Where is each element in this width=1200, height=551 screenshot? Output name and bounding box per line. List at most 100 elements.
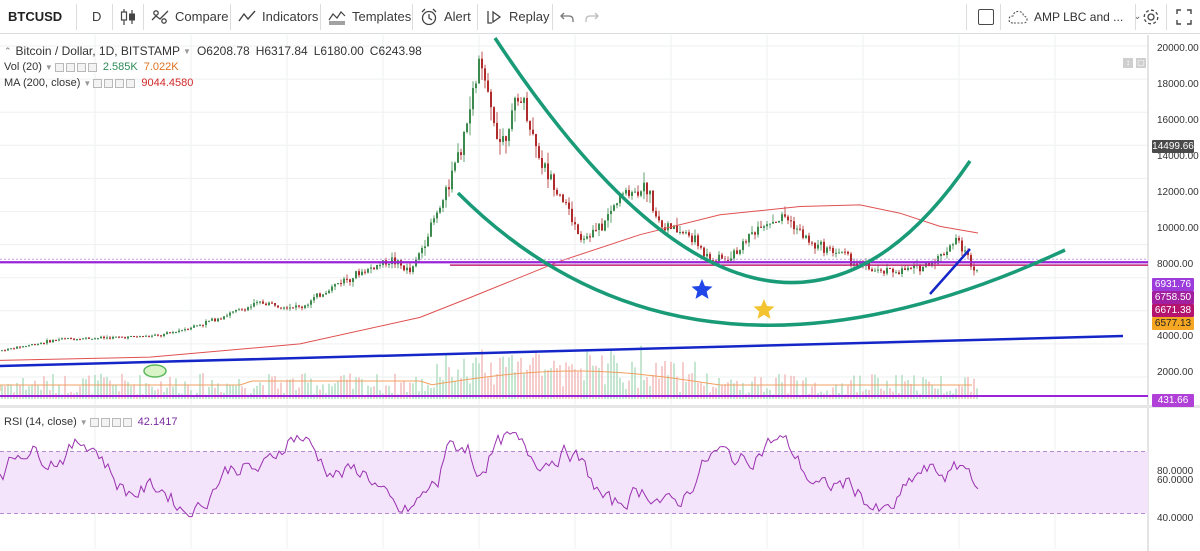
candle-body [202, 324, 204, 326]
volume-bar [256, 385, 258, 399]
candle-body [577, 224, 579, 235]
rsi-band [0, 451, 1148, 514]
compare-button[interactable]: Compare [151, 0, 228, 33]
volume-bar [961, 386, 963, 399]
volume-bar [781, 382, 783, 399]
eye-icon[interactable] [93, 78, 103, 88]
volume-bar [115, 384, 117, 399]
chevron-down-icon[interactable]: ▼ [183, 46, 191, 56]
candle-body [622, 193, 624, 195]
close-icon[interactable] [87, 62, 97, 72]
volume-bar [373, 386, 375, 399]
divider [112, 4, 113, 30]
volume-bar [529, 364, 531, 399]
volume-bar [967, 376, 969, 399]
volume-bar [454, 380, 456, 399]
divider [412, 4, 413, 30]
candle-body [301, 306, 303, 308]
volume-bar [94, 375, 96, 399]
undo-button[interactable] [560, 0, 574, 33]
interval-button[interactable]: D [92, 0, 101, 33]
volume-bar [775, 377, 777, 399]
volume-bar [865, 389, 867, 399]
alert-button[interactable]: Alert [420, 0, 471, 33]
candle-body [976, 269, 978, 271]
eye-icon[interactable] [54, 62, 64, 72]
chevron-down-icon[interactable]: ▼ [44, 62, 53, 72]
volume-bar [916, 390, 918, 399]
chevron-down-icon[interactable]: ▼ [79, 417, 88, 427]
settings-icon[interactable] [65, 62, 75, 72]
volume-bar [793, 375, 795, 399]
candle-body [970, 255, 972, 267]
candle-body [142, 336, 144, 338]
plus-icon[interactable] [115, 78, 125, 88]
plus-icon[interactable] [111, 417, 121, 427]
candle-body [64, 338, 66, 340]
volume-bar [721, 385, 723, 399]
saved-layout-menu[interactable]: AMP LBC and ... ⌄ [1008, 0, 1142, 33]
indicators-button[interactable]: Indicators [238, 0, 318, 33]
candle-body [727, 259, 729, 261]
templates-button[interactable]: Templates [328, 0, 411, 33]
candle-body [436, 212, 438, 219]
settings-icon[interactable] [100, 417, 110, 427]
candle-body [37, 343, 39, 345]
candle-body [445, 187, 447, 201]
pane-up-icon[interactable]: ↕ [1123, 58, 1133, 68]
chart-area[interactable]: ⌃ Bitcoin / Dollar, 1D, BITSTAMP ▼ O6208… [0, 35, 1200, 551]
chart-style-button[interactable] [120, 0, 136, 33]
divider [477, 4, 478, 30]
price-chart[interactable] [0, 35, 1200, 551]
price-tick: 12000.00 [1157, 187, 1199, 198]
fullscreen-button[interactable] [1176, 0, 1192, 33]
volume-bar [304, 373, 306, 399]
candle-body [13, 348, 15, 350]
volume-bar [835, 384, 837, 399]
candle-body [316, 293, 318, 298]
eye-icon[interactable] [89, 417, 99, 427]
candle-body [847, 251, 849, 254]
candle-body [841, 251, 843, 253]
candle-body [652, 190, 654, 212]
volume-bar [586, 351, 588, 399]
volume-bar [658, 378, 660, 399]
volume-bar [580, 368, 582, 399]
volume-bar [145, 383, 147, 399]
pane-maximize-icon[interactable]: ▢ [1136, 58, 1146, 68]
candle-body [265, 303, 267, 306]
candle-body [61, 338, 63, 340]
redo-button[interactable] [585, 0, 599, 33]
layout-button[interactable] [978, 0, 994, 33]
candle-body [595, 229, 597, 231]
candle-body [826, 247, 828, 253]
volume-bar [700, 382, 702, 399]
volume-bar [814, 382, 816, 399]
chevron-up-icon[interactable]: ⌃ [4, 45, 12, 56]
volume-bar [388, 385, 390, 399]
volume-bar [334, 383, 336, 399]
close-icon[interactable] [126, 78, 136, 88]
divider [143, 4, 144, 30]
candle-body [919, 264, 921, 272]
plus-icon[interactable] [76, 62, 86, 72]
candle-body [910, 267, 912, 269]
candle-body [844, 251, 846, 253]
candle-body [829, 247, 831, 249]
settings-button[interactable] [1142, 0, 1160, 33]
candle-body [289, 307, 291, 309]
volume-bar [973, 378, 975, 399]
candle-body [376, 264, 378, 270]
candle-body [544, 163, 546, 168]
settings-icon[interactable] [104, 78, 114, 88]
close-icon[interactable] [122, 417, 132, 427]
chevron-down-icon[interactable]: ▼ [83, 78, 92, 88]
candle-body [31, 344, 33, 346]
volume-bar [16, 382, 18, 399]
candle-body [748, 233, 750, 243]
volume-bar [379, 390, 381, 399]
volume-bar [148, 384, 150, 399]
symbol-search[interactable]: BTCUSD [8, 0, 62, 33]
replay-button[interactable]: Replay [485, 0, 549, 33]
candle-body [475, 83, 477, 89]
